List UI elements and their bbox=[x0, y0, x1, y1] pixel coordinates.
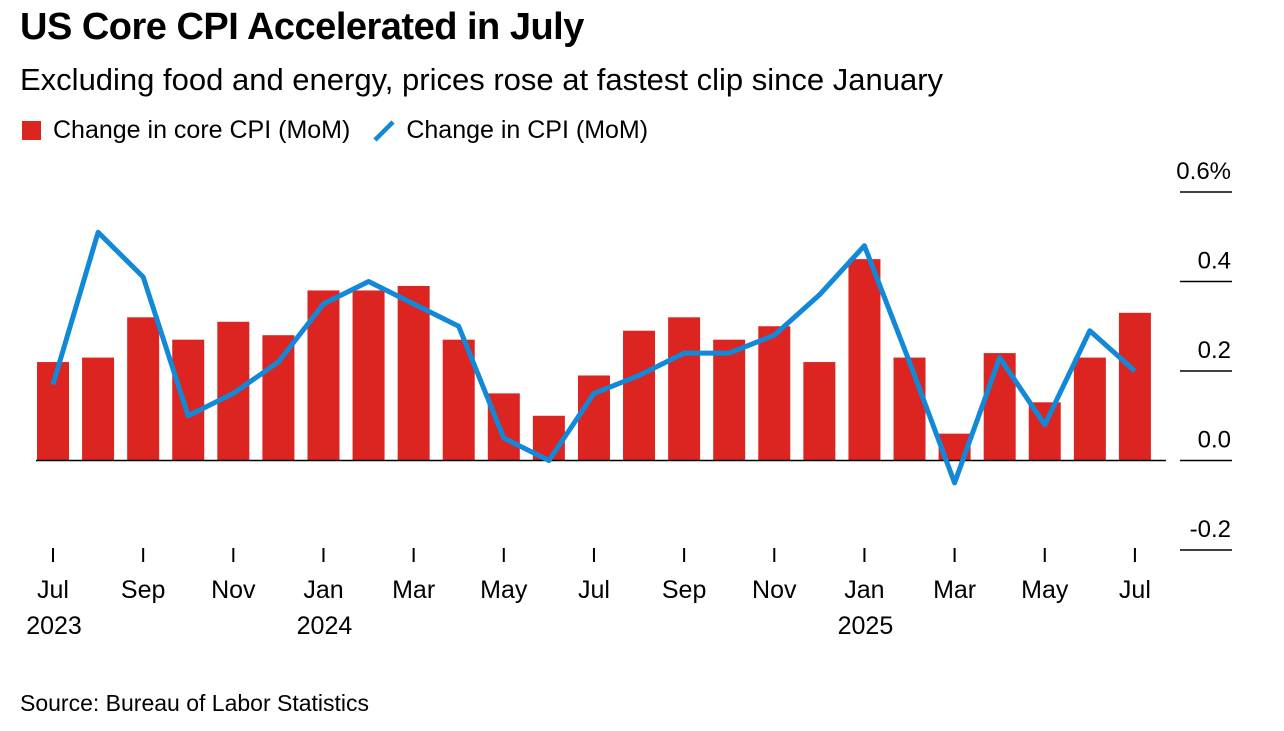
bar-core-cpi-2025-01 bbox=[848, 259, 881, 461]
y-tick-label: 0.6% bbox=[1176, 158, 1231, 185]
x-tick-year-label: 2025 bbox=[838, 612, 894, 640]
bar-core-cpi-2025-04 bbox=[983, 353, 1016, 461]
x-tick-label: Nov bbox=[752, 576, 797, 604]
x-tick-label: May bbox=[480, 576, 528, 604]
x-tick-label: Mar bbox=[933, 576, 976, 604]
x-tick-label: Sep bbox=[121, 576, 165, 604]
legend-item-cpi: Change in CPI (MoM) bbox=[372, 116, 648, 145]
x-tick-label: Nov bbox=[211, 576, 256, 604]
x-tick-label: Jan bbox=[303, 576, 343, 604]
bar-core-cpi-2024-04 bbox=[442, 339, 475, 461]
legend: Change in core CPI (MoM) Change in CPI (… bbox=[22, 116, 670, 145]
bar-core-cpi-2024-09 bbox=[668, 317, 701, 461]
y-tick-label: 0.4 bbox=[1198, 248, 1231, 275]
legend-swatch-line bbox=[373, 119, 395, 142]
legend-label-cpi: Change in CPI (MoM) bbox=[406, 116, 649, 144]
bar-core-cpi-2023-09 bbox=[127, 317, 160, 461]
x-tick-label: May bbox=[1021, 576, 1069, 604]
bar-core-cpi-2025-02 bbox=[893, 357, 926, 461]
x-tick-year-label: 2024 bbox=[297, 612, 353, 640]
x-tick-label: Jul bbox=[578, 576, 610, 604]
x-tick-label: Jan bbox=[844, 576, 884, 604]
x-tick-label: Sep bbox=[662, 576, 706, 604]
bar-core-cpi-2024-10 bbox=[713, 339, 746, 461]
y-tick-label: 0.0 bbox=[1198, 427, 1231, 454]
y-tick-label: -0.2 bbox=[1190, 516, 1231, 543]
bar-core-cpi-2025-06 bbox=[1073, 357, 1106, 461]
bar-core-cpi-2023-12 bbox=[262, 335, 295, 461]
bar-core-cpi-2024-05 bbox=[487, 393, 520, 461]
legend-swatch-bar bbox=[22, 121, 41, 140]
bar-core-cpi-2024-12 bbox=[803, 362, 836, 461]
bar-core-cpi-2024-11 bbox=[758, 326, 791, 461]
bar-core-cpi-2025-07 bbox=[1118, 312, 1151, 461]
chart-subtitle: Excluding food and energy, prices rose a… bbox=[20, 62, 944, 97]
x-tick-year-label: 2023 bbox=[26, 612, 82, 640]
legend-label-core-cpi: Change in core CPI (MoM) bbox=[53, 116, 351, 144]
bar-core-cpi-2023-10 bbox=[172, 339, 205, 461]
x-tick-label: Jul bbox=[37, 576, 69, 604]
x-tick-label: Mar bbox=[392, 576, 435, 604]
legend-item-core-cpi: Change in core CPI (MoM) bbox=[22, 116, 350, 145]
source-note: Source: Bureau of Labor Statistics bbox=[20, 690, 370, 716]
bar-core-cpi-2024-03 bbox=[397, 285, 430, 461]
bar-core-cpi-2024-02 bbox=[352, 290, 385, 461]
bar-core-cpi-2024-08 bbox=[623, 330, 656, 461]
bar-core-cpi-2023-08 bbox=[82, 357, 115, 461]
chart-title: US Core CPI Accelerated in July bbox=[20, 6, 584, 48]
y-tick-label: 0.2 bbox=[1198, 337, 1231, 364]
x-tick-label: Jul bbox=[1119, 576, 1151, 604]
